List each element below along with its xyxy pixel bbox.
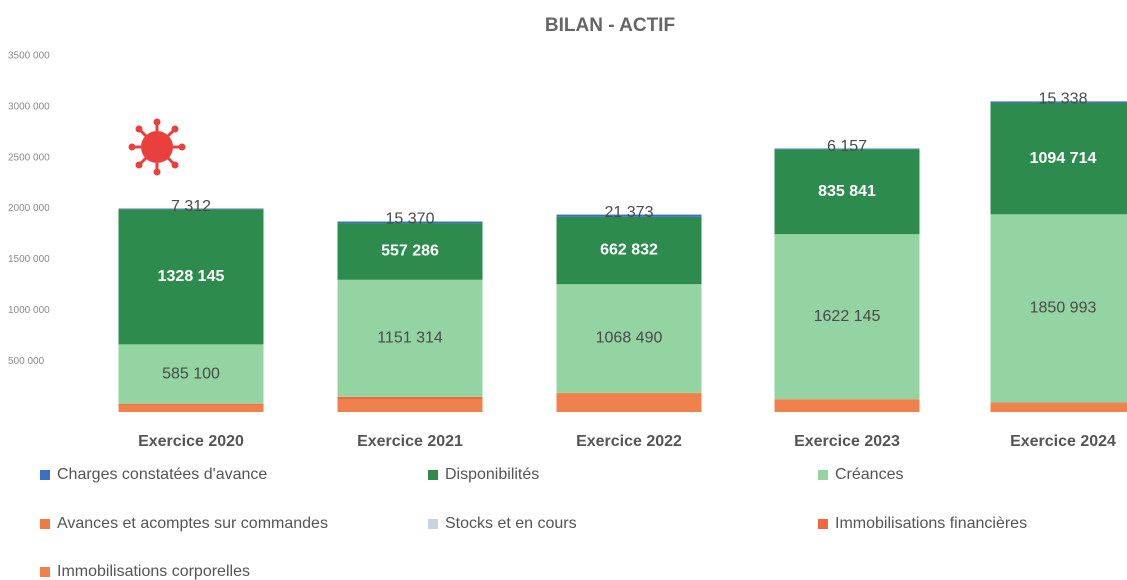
x-tick-label: Exercice 2023 [794,433,900,450]
bar-segment [118,209,264,345]
bar-segment [990,402,1127,404]
bar-segment [556,393,702,412]
bar-segment [990,403,1127,412]
bar-segment [774,234,920,400]
bar-segment [118,405,264,412]
bar-segment [774,399,920,412]
value-label: 21 373 [605,204,654,221]
value-label: 1151 314 [377,330,443,347]
legend-label: Immobilisations financières [835,515,1027,532]
value-label: 15 370 [386,211,435,228]
legend-label: Avances et acomptes sur commandes [57,515,328,532]
value-label: 1850 993 [1030,300,1097,317]
legend-label: Immobilisations corporelles [57,563,250,580]
value-label: 557 286 [381,243,439,260]
value-label: 1068 490 [596,330,663,347]
bar-segment [556,284,702,393]
y-tick-label: 500 000 [8,356,45,367]
legend-label: Créances [835,466,903,483]
chart-title: BILAN - ACTIF [545,15,675,36]
value-label: 662 832 [600,242,658,259]
x-tick-label: Exercice 2021 [357,433,463,450]
y-tick-label: 1000 000 [8,305,50,316]
legend-swatch [40,519,50,529]
legend-swatch [818,519,828,529]
legend-swatch [428,470,438,480]
bar-segment [337,279,483,397]
bar-segment [990,102,1127,215]
legend-label: Stocks et en cours [445,515,577,532]
bar-segment [774,148,920,150]
bar-segment [990,214,1127,403]
legend-swatch [428,519,438,529]
legend-swatch [818,470,828,480]
bar-segment [556,216,702,285]
value-label: 585 100 [162,365,220,382]
bar-segment [774,149,920,235]
bar-segment [118,403,264,406]
y-tick-label: 1500 000 [8,254,50,265]
value-label: 15 338 [1039,91,1088,108]
legend-swatch [40,567,50,577]
bar-segment [337,396,483,400]
value-label: 1328 145 [158,268,225,285]
bar-segment [337,221,483,224]
value-label: 1094 714 [1030,150,1097,167]
legend-swatch [40,470,50,480]
bar-segment [990,101,1127,103]
y-tick-label: 3500 000 [8,51,50,62]
value-label: 6 157 [827,138,867,155]
x-tick-label: Exercice 2020 [138,433,244,450]
y-tick-label: 3000 000 [8,101,50,112]
bar-segment [337,223,483,280]
bar-segment [118,208,264,210]
x-tick-label: Exercice 2022 [576,433,682,450]
x-tick-label: Exercice 2024 [1010,433,1116,450]
virus-icon [128,118,186,176]
value-label: 1622 145 [814,308,881,325]
value-label: 835 841 [818,183,876,200]
value-label: 7 312 [171,198,211,215]
bar-segment [556,214,702,217]
legend-label: Disponibilités [445,466,539,483]
legend-label: Charges constatées d'avance [57,466,267,483]
y-tick-label: 2500 000 [8,152,50,163]
bar-segment [337,399,483,412]
bar-segment [118,344,264,404]
y-tick-label: 2000 000 [8,203,50,214]
